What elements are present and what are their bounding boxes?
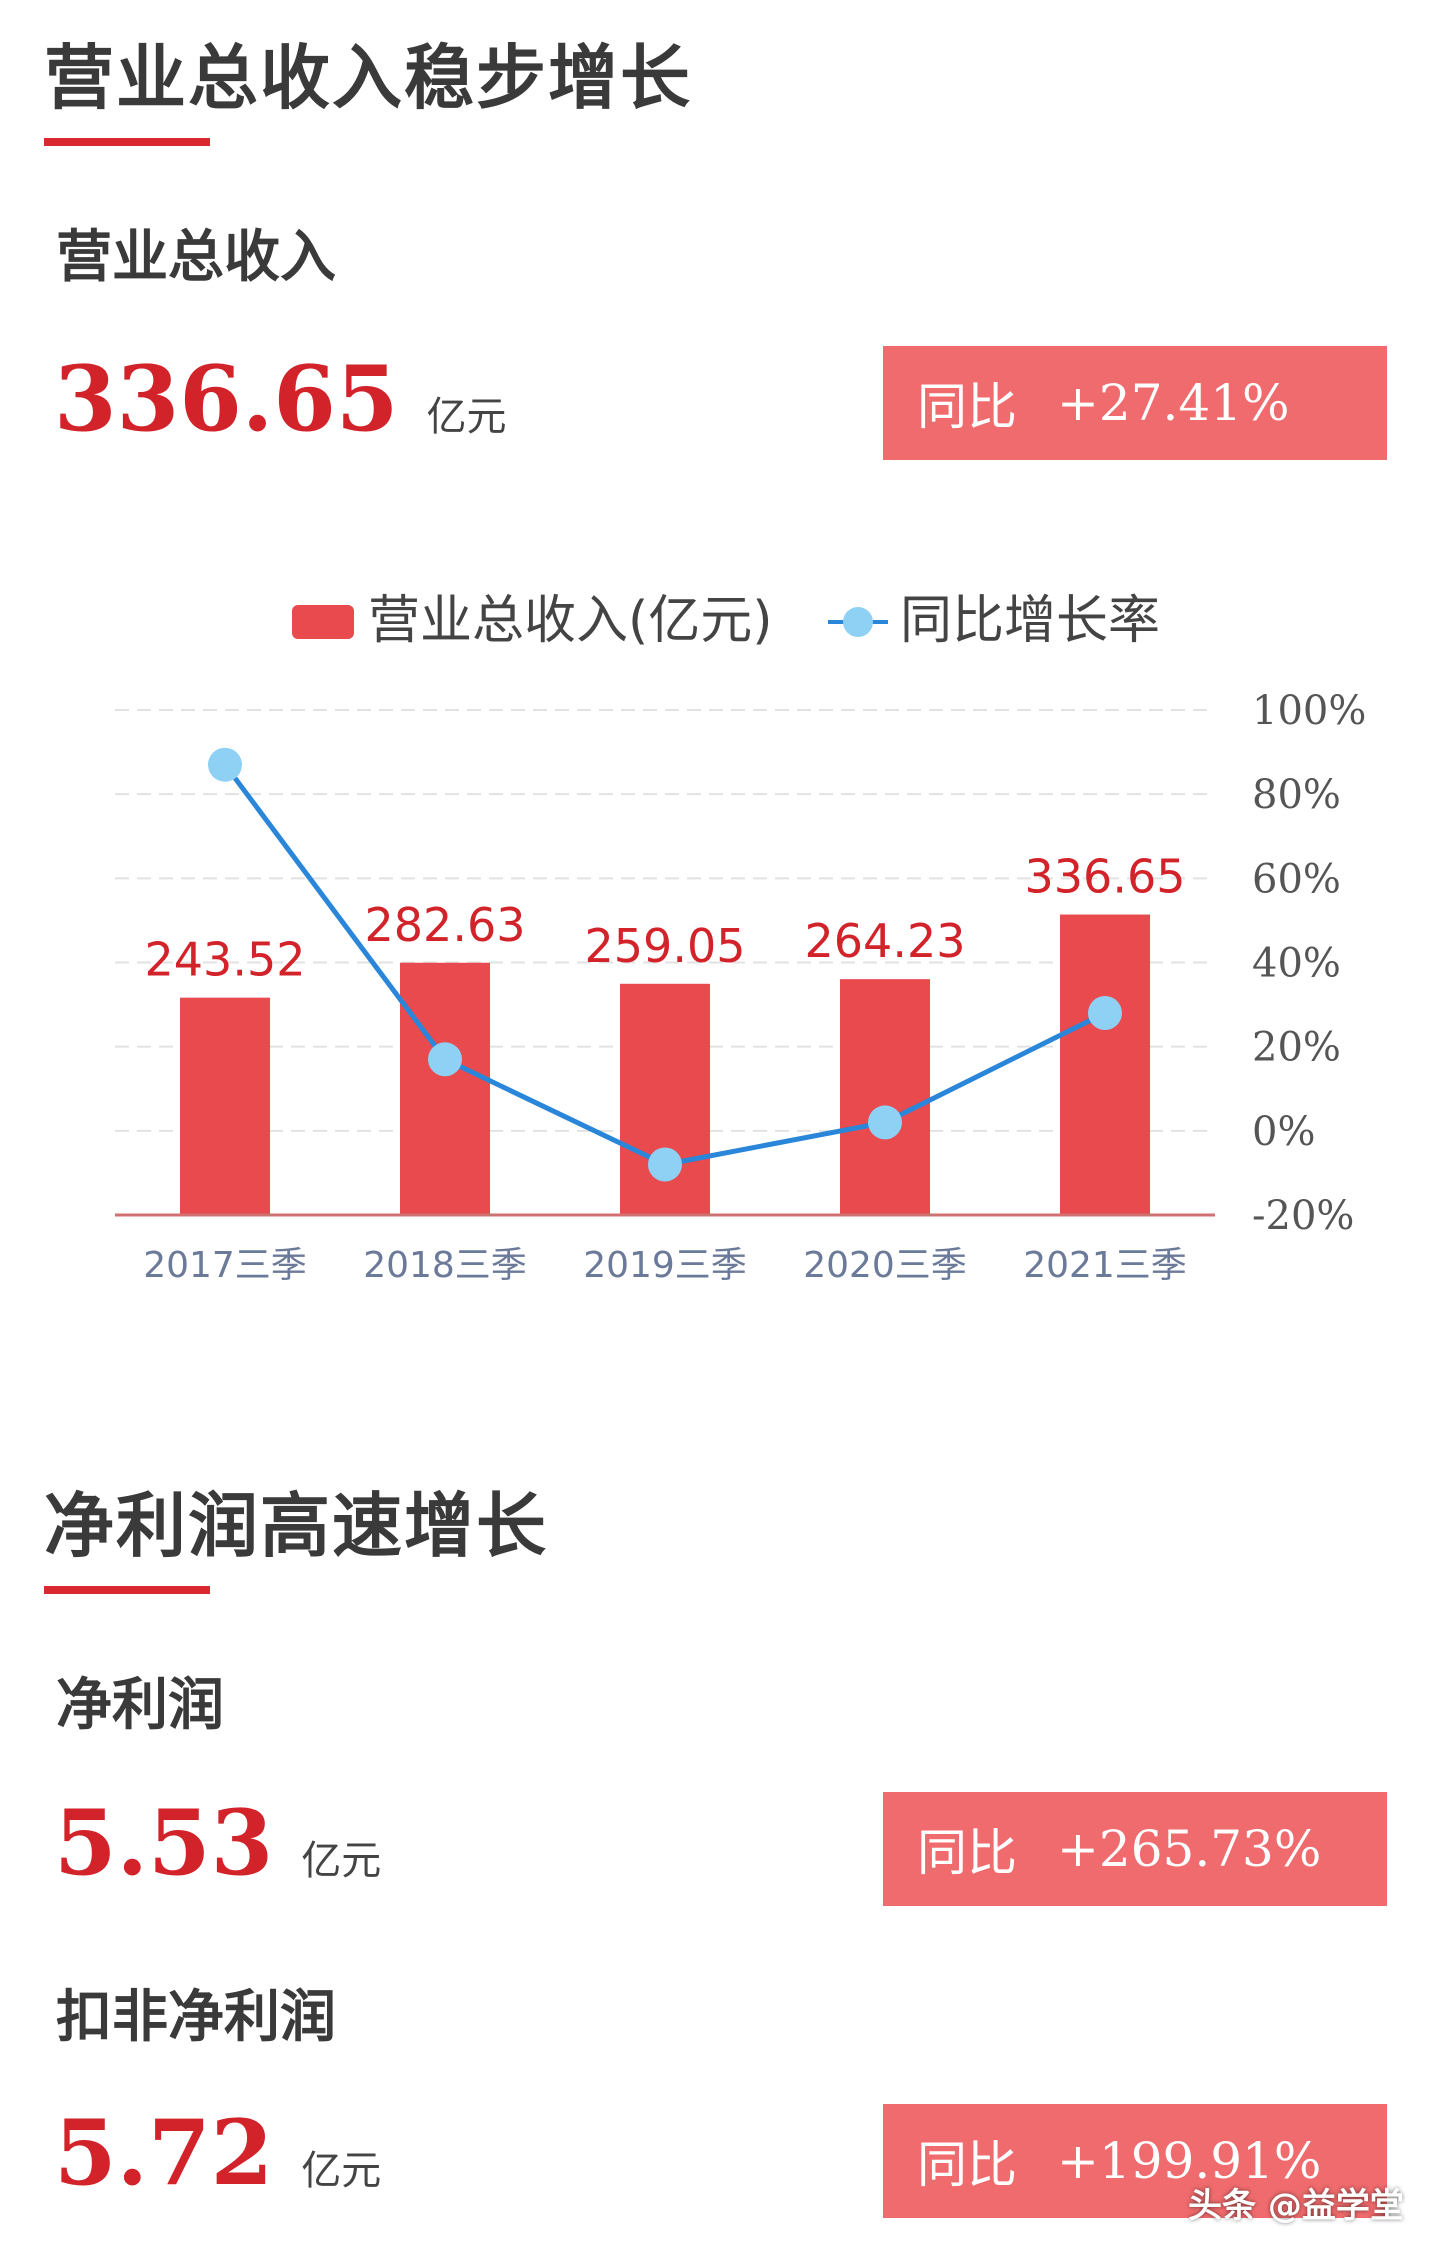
bar — [180, 997, 270, 1215]
bar-data-label: 336.65 — [1025, 850, 1186, 904]
yoy-label: 同比 — [917, 378, 1017, 436]
legend-line-marker — [843, 607, 873, 637]
metric-label-net-profit: 净利润 — [56, 1673, 224, 1738]
chart-legend: 营业总收入(亿元) 同比增长率 — [292, 591, 1160, 651]
bar — [400, 962, 490, 1215]
title-underline — [44, 1586, 210, 1594]
yoy-value: +27.41% — [1057, 374, 1290, 432]
chart-y2-ticks: 100% 80% 60% 40% 20% 0% -20% — [1252, 688, 1366, 1239]
x-tick-label: 2018三季 — [363, 1245, 527, 1286]
metric-value-deducted-net-profit: 5.72 亿元 — [54, 2100, 381, 2206]
bar — [840, 979, 930, 1215]
bar-data-label: 264.23 — [805, 914, 966, 968]
bar-data-label: 282.63 — [365, 898, 526, 952]
y2-tick-label: 60% — [1252, 856, 1341, 902]
revenue-number: 336.65 — [54, 346, 399, 452]
x-tick-label: 2017三季 — [143, 1245, 307, 1286]
yoy-value: +265.73% — [1057, 1820, 1322, 1878]
y2-tick-label: 80% — [1252, 772, 1341, 818]
chart-x-ticks: 2017三季 2018三季 2019三季 2020三季 2021三季 — [143, 1245, 1187, 1286]
y2-tick-label: 0% — [1252, 1109, 1315, 1155]
rate-point — [868, 1105, 902, 1140]
net-profit-number: 5.53 — [54, 1790, 274, 1896]
net-profit-unit: 亿元 — [301, 1838, 382, 1884]
legend-bar-swatch — [292, 605, 354, 639]
section-title-revenue: 营业总收入稳步增长 — [44, 37, 692, 119]
y2-tick-label: 20% — [1252, 1025, 1341, 1071]
yoy-label: 同比 — [917, 1824, 1017, 1882]
legend-line-label: 同比增长率 — [900, 591, 1160, 651]
y2-tick-label: -20% — [1252, 1193, 1354, 1239]
chart-bar-labels: 243.52 282.63 259.05 264.23 336.65 — [145, 850, 1186, 987]
deducted-net-profit-unit: 亿元 — [301, 2148, 382, 2194]
rate-point — [648, 1147, 682, 1182]
bar — [1060, 914, 1150, 1215]
legend-bar-label: 营业总收入(亿元) — [368, 591, 773, 651]
metric-value-revenue: 336.65 亿元 — [54, 346, 506, 452]
x-tick-label: 2021三季 — [1023, 1245, 1187, 1286]
chart-rate-line — [208, 747, 1122, 1182]
revenue-unit: 亿元 — [426, 394, 507, 440]
bar-data-label: 243.52 — [145, 933, 306, 987]
rate-point — [208, 747, 242, 782]
metric-label-deducted-net-profit: 扣非净利润 — [56, 1985, 336, 2050]
deducted-net-profit-number: 5.72 — [54, 2100, 274, 2206]
yoy-badge-revenue: 同比 +27.41% — [883, 346, 1387, 460]
yoy-badge-net-profit: 同比 +265.73% — [883, 1792, 1387, 1906]
yoy-value: +199.91% — [1057, 2132, 1322, 2190]
rate-point — [1088, 996, 1122, 1030]
yoy-badge-deducted-net-profit: 同比 +199.91% — [883, 2104, 1387, 2218]
bar-data-label: 259.05 — [585, 919, 746, 973]
section-title-profit: 净利润高速增长 — [44, 1485, 548, 1567]
watermark: 头条 @益学堂 — [1188, 2186, 1404, 2226]
metric-value-net-profit: 5.53 亿元 — [54, 1790, 381, 1896]
y2-tick-label: 100% — [1252, 688, 1366, 734]
x-tick-label: 2019三季 — [583, 1245, 747, 1286]
yoy-label: 同比 — [917, 2136, 1017, 2194]
title-underline — [44, 138, 210, 146]
x-tick-label: 2020三季 — [803, 1245, 967, 1286]
revenue-chart: 营业总收入(亿元) 同比增长率 243.52 282.63 259.05 264.23… — [115, 591, 1366, 1286]
rate-point — [428, 1042, 462, 1077]
metric-label-revenue: 营业总收入 — [56, 225, 336, 290]
y2-tick-label: 40% — [1252, 941, 1341, 987]
